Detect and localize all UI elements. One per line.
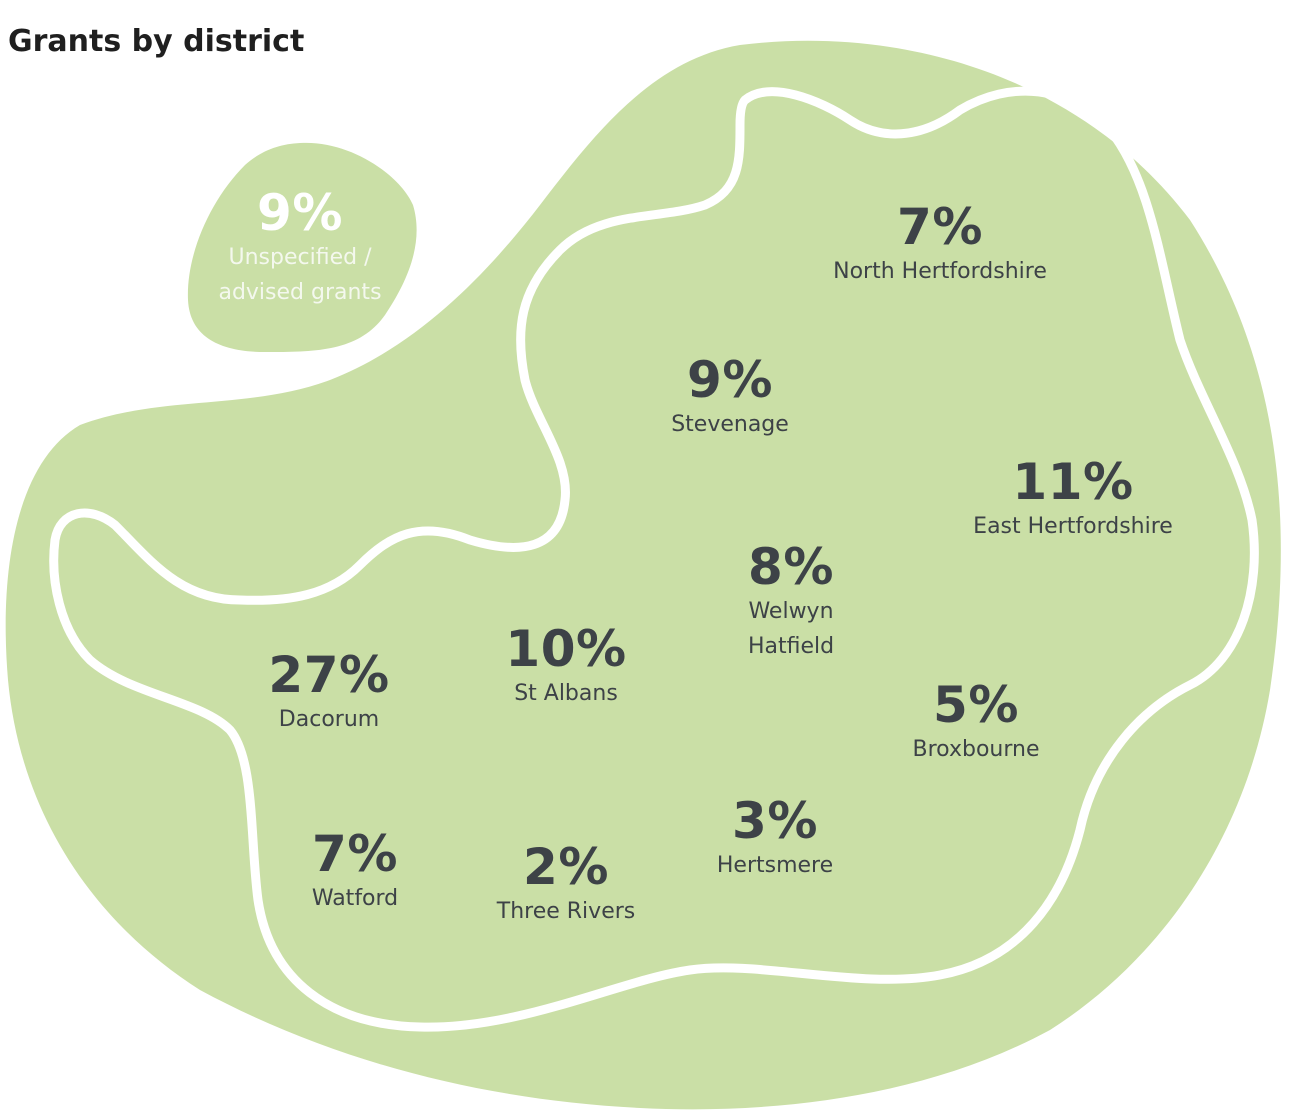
district-pct: 7% <box>312 825 398 883</box>
district-pct: 10% <box>505 620 627 678</box>
district-hertsmere: 3% Hertsmere <box>717 794 833 883</box>
district-welwyn-hatfield: 8% Welwyn Hatfield <box>748 540 834 664</box>
district-pct: 5% <box>933 676 1019 734</box>
district-name: Dacorum <box>278 707 380 732</box>
district-pct: 3% <box>732 792 818 850</box>
district-name: St Albans <box>514 681 618 706</box>
district-name: Unspecified / <box>228 245 372 270</box>
county-outline <box>49 86 1259 1032</box>
district-pct: 11% <box>1012 453 1134 511</box>
district-east-hertfordshire: 11% East Hertfordshire <box>973 455 1173 544</box>
hertfordshire-blob <box>5 40 1281 1110</box>
district-name: Broxbourne <box>912 737 1040 762</box>
district-stevenage: 9% Stevenage <box>671 353 789 442</box>
district-pct: 9% <box>687 351 773 409</box>
district-pct: 7% <box>897 198 983 256</box>
district-dacorum: 27% Dacorum <box>268 648 389 737</box>
district-pct: 2% <box>523 838 609 896</box>
district-name: Stevenage <box>671 412 789 437</box>
district-pct: 27% <box>268 646 390 704</box>
unspecified-blob <box>187 142 417 353</box>
district-name: North Hertfordshire <box>833 259 1047 284</box>
district-st-albans: 10% St Albans <box>505 622 626 711</box>
district-name: Three Rivers <box>496 899 636 924</box>
district-name: East Hertfordshire <box>973 514 1173 539</box>
district-three-rivers: 2% Three Rivers <box>497 840 635 929</box>
district-name: Hertsmere <box>716 853 834 878</box>
district-name: Welwyn <box>748 599 834 624</box>
page-title: Grants by district <box>8 24 305 59</box>
district-pct: 9% <box>257 184 343 242</box>
district-north-hertfordshire: 7% North Hertfordshire <box>833 200 1047 289</box>
district-watford: 7% Watford <box>312 827 398 916</box>
district-name: Watford <box>311 886 399 911</box>
district-unspecified: 9% Unspecified / advised grants <box>218 186 381 310</box>
district-pct: 8% <box>748 538 834 596</box>
district-name-line2: advised grants <box>218 280 382 305</box>
district-name-line2: Hatfield <box>747 634 835 659</box>
district-broxbourne: 5% Broxbourne <box>913 678 1040 767</box>
